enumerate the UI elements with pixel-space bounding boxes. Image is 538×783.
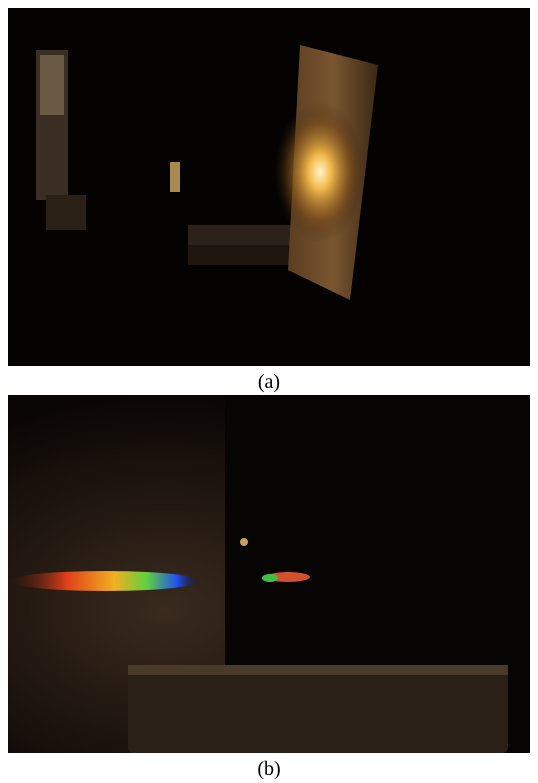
photo-a: [8, 8, 530, 366]
page: (a) (b) (() => { const data = JSON.parse…: [0, 0, 538, 783]
figure: (a) (b): [0, 0, 538, 783]
caption: (b): [257, 758, 280, 780]
caption: (a): [258, 371, 280, 393]
photo-b: [8, 395, 530, 753]
